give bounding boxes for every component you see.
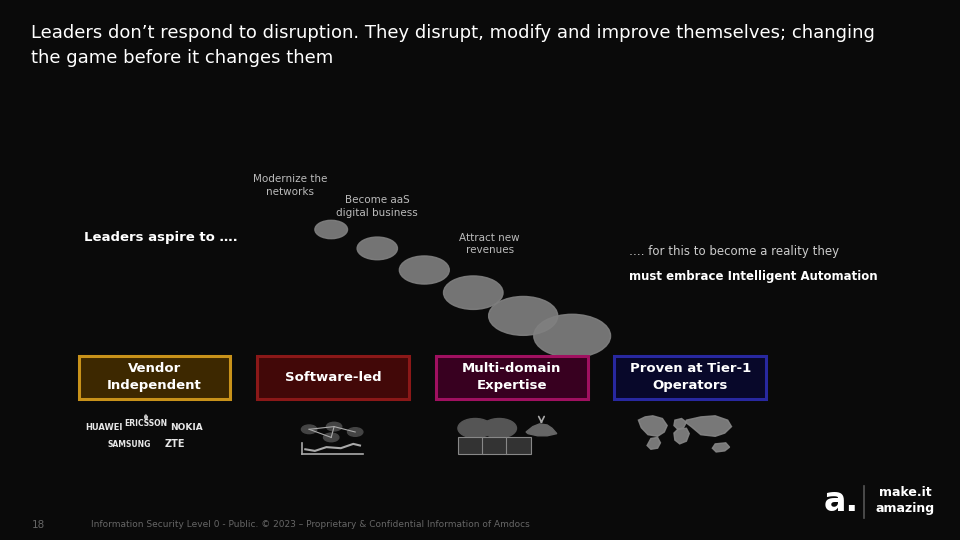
Text: make.it
amazing: make.it amazing [876,487,935,515]
Text: SAMSUNG: SAMSUNG [108,440,152,449]
Text: ZTE: ZTE [164,440,185,449]
Polygon shape [638,416,667,436]
FancyBboxPatch shape [436,356,588,399]
FancyBboxPatch shape [458,437,483,454]
Circle shape [357,237,397,260]
Text: Become aaS
digital business: Become aaS digital business [336,195,419,218]
Text: Software-led: Software-led [285,371,381,384]
Text: Attract new
revenues: Attract new revenues [459,233,520,255]
Text: Leaders don’t respond to disruption. They disrupt, modify and improve themselves: Leaders don’t respond to disruption. The… [31,24,875,42]
Circle shape [444,276,503,309]
Text: Multi-domain
Expertise: Multi-domain Expertise [462,362,562,393]
Text: Leaders aspire to ….: Leaders aspire to …. [84,231,238,244]
Text: Vendor
Independent: Vendor Independent [108,362,202,393]
Polygon shape [526,424,557,436]
FancyBboxPatch shape [506,437,531,454]
FancyBboxPatch shape [482,437,507,454]
Circle shape [482,418,516,438]
Polygon shape [674,428,689,444]
Text: Proven at Tier-1
Operators: Proven at Tier-1 Operators [630,362,751,393]
Circle shape [399,256,449,284]
Circle shape [458,418,492,438]
Text: Modernize the
networks: Modernize the networks [252,174,327,197]
FancyBboxPatch shape [79,356,230,399]
Text: must embrace Intelligent Automation: must embrace Intelligent Automation [629,270,877,283]
Text: 18: 18 [32,520,45,530]
Text: HUAWEI: HUAWEI [85,423,122,432]
Circle shape [315,220,348,239]
Text: ERICSSON: ERICSSON [125,420,167,428]
Text: a.: a. [824,484,858,518]
Circle shape [301,425,317,434]
Polygon shape [712,443,730,452]
FancyBboxPatch shape [614,356,766,399]
FancyBboxPatch shape [257,356,409,399]
Text: NOKIA: NOKIA [170,423,203,432]
Text: the game before it changes them: the game before it changes them [31,49,333,66]
Circle shape [326,422,342,431]
Polygon shape [647,437,660,449]
Circle shape [324,433,339,442]
Circle shape [534,314,611,357]
Polygon shape [674,418,686,429]
Text: …. for this to become a reality they: …. for this to become a reality they [629,245,839,258]
Text: Information Security Level 0 - Public. © 2023 – Proprietary & Confidential Infor: Information Security Level 0 - Public. ©… [91,521,530,529]
Circle shape [489,296,558,335]
Circle shape [348,428,363,436]
Polygon shape [685,416,732,436]
